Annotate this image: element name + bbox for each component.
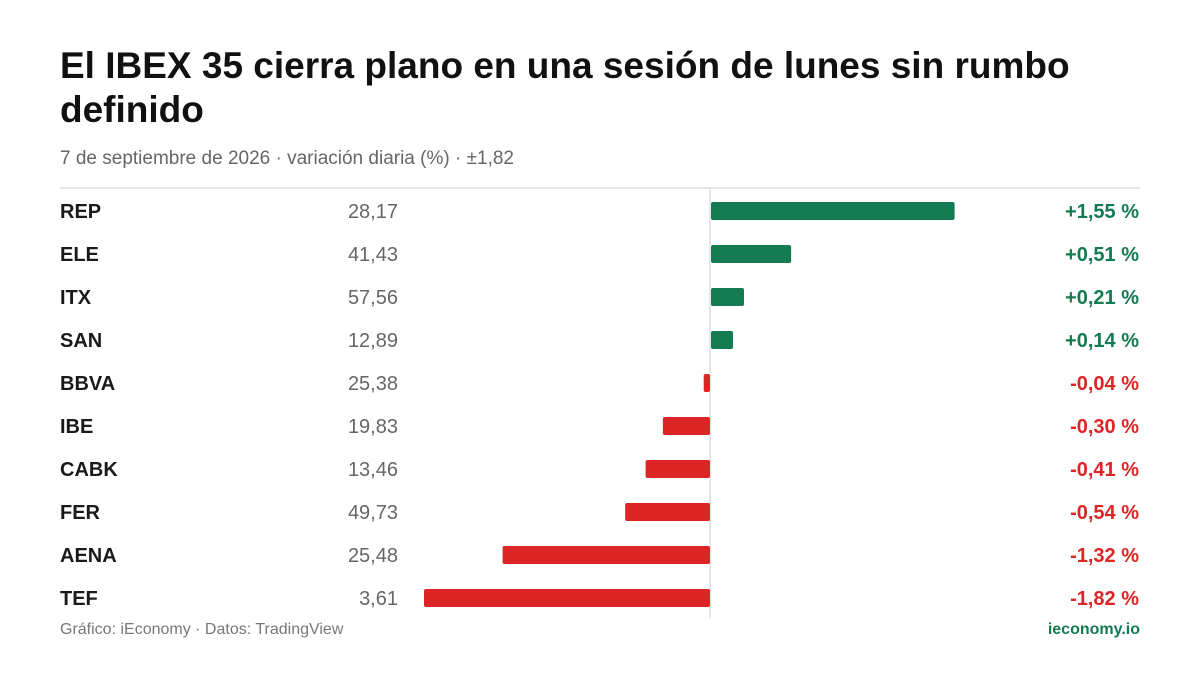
ticker-label: SAN [60,330,102,352]
ticker-label: IBE [60,416,93,438]
value-label: -0,41 % [1070,459,1139,481]
bar [703,374,710,392]
price-label: 57,56 [348,287,398,309]
source-credit: Gráfico: iEconomy · Datos: TradingView [60,621,344,638]
price-label: 25,48 [348,545,398,567]
ticker-label: CABK [60,459,118,481]
value-label: -0,04 % [1070,373,1139,395]
price-label: 13,46 [348,459,398,481]
bar [502,546,710,564]
price-label: 19,83 [348,416,398,438]
value-label: -1,82 % [1070,588,1139,610]
price-label: 25,38 [348,373,398,395]
value-label: -1,32 % [1070,545,1139,567]
ticker-label: TEF [60,588,98,610]
chart-subtitle: 7 de septiembre de 2026 · variación diar… [60,148,514,169]
bar [662,417,710,435]
value-label: +0,14 % [1065,330,1139,352]
value-label: -0,30 % [1070,416,1139,438]
ticker-label: ELE [60,244,99,266]
price-label: 12,89 [348,330,398,352]
chart-title: El IBEX 35 cierra plano en una sesión de… [60,45,1070,130]
ticker-label: ITX [60,287,92,309]
ticker-label: FER [60,502,101,524]
bar [645,460,710,478]
price-label: 49,73 [348,502,398,524]
value-label: +0,21 % [1065,287,1139,309]
value-label: +0,51 % [1065,244,1139,266]
bar [711,202,955,220]
price-label: 41,43 [348,244,398,266]
bar [711,288,744,306]
price-label: 28,17 [348,201,398,223]
bar [625,503,710,521]
bar [711,331,733,349]
bar [711,245,792,263]
price-label: 3,61 [359,588,398,610]
bar [424,589,710,607]
value-label: +1,55 % [1065,201,1139,223]
brand-link[interactable]: ieconomy.io [1047,621,1140,638]
ticker-label: BBVA [60,373,115,395]
value-label: -0,54 % [1070,502,1139,524]
ticker-label: AENA [60,545,117,567]
ticker-label: REP [60,201,101,223]
